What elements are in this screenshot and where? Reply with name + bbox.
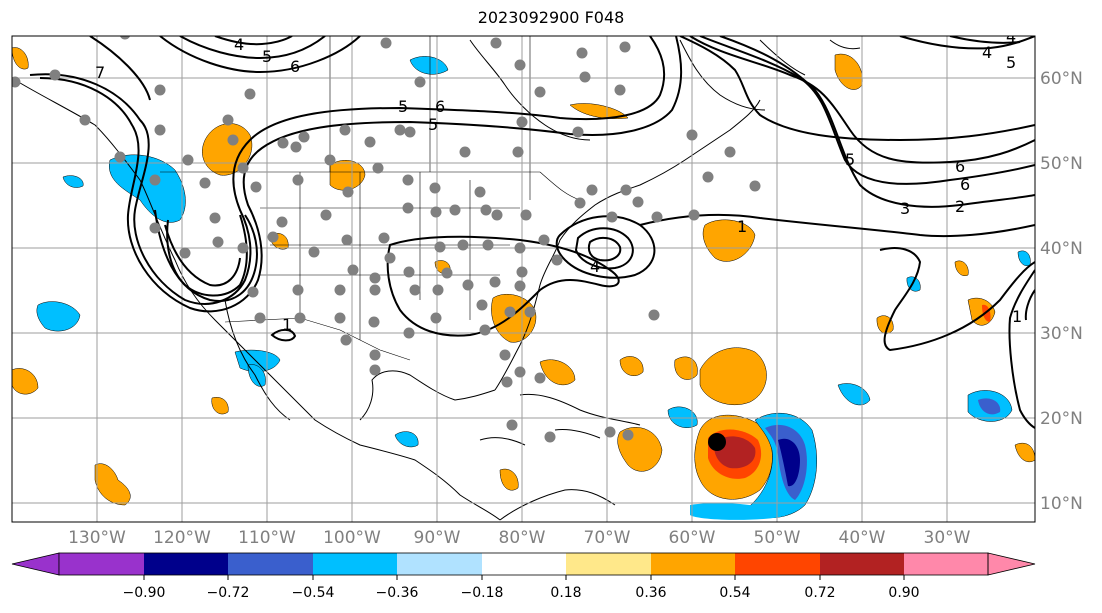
orange-region — [499, 468, 519, 491]
longitude-labels: 130°W 120°W 110°W 100°W 90°W 80°W 70°W 6… — [68, 528, 971, 548]
latitude-labels: 60°N 50°N 40°N 30°N 20°N 10°N — [1040, 69, 1083, 514]
contour-label: 4 — [234, 35, 244, 54]
cyan-region — [690, 502, 790, 520]
lon-label: 80°W — [499, 528, 546, 548]
orange-region — [211, 397, 229, 415]
colorbar-tick-label: −0.72 — [207, 585, 250, 601]
orange-region — [702, 219, 756, 262]
contour-label: 6 — [955, 157, 965, 176]
contour-label: 5 — [428, 115, 438, 134]
orange-region — [329, 160, 366, 191]
colorbar-segment — [735, 553, 820, 575]
colorbar-segment — [397, 553, 482, 575]
blue-region — [978, 398, 1001, 415]
contour-label: 5 — [262, 47, 272, 66]
contour-label: 5 — [398, 97, 408, 116]
orange-region — [491, 294, 537, 343]
gridlines — [12, 36, 1035, 522]
lon-label: 70°W — [584, 528, 631, 548]
orange-region — [1014, 442, 1035, 463]
colorbar-tick-label: −0.18 — [461, 585, 504, 601]
storm-center-marker — [708, 433, 726, 451]
colorbar-low-triangle — [11, 552, 60, 576]
contour-label: 1 — [737, 217, 747, 236]
lat-label: 40°N — [1040, 239, 1083, 259]
map-background — [12, 36, 1035, 522]
orange-region — [954, 260, 969, 276]
orange-region — [619, 356, 644, 376]
contour-label: 1 — [1012, 307, 1022, 326]
cyan-region — [394, 431, 419, 448]
colorbar-tick-label: 0.72 — [804, 585, 835, 601]
contour-label: 5 — [845, 150, 855, 169]
lat-label: 50°N — [1040, 154, 1083, 174]
lon-label: 60°W — [669, 528, 716, 548]
cyan-region — [62, 175, 84, 188]
orange-region — [12, 47, 29, 70]
colorbar-segment — [313, 553, 397, 575]
map-frame — [11, 35, 1036, 523]
cyan-region — [247, 364, 266, 387]
contour-label: 3 — [900, 199, 910, 218]
cyan-region — [36, 301, 81, 332]
contour-label: 4 — [590, 257, 600, 276]
colorbar-tick-label: −0.90 — [123, 585, 166, 601]
navy-storm-region — [778, 438, 800, 487]
colorbar-tick-label: 0.36 — [635, 585, 666, 601]
colorbar-segment — [482, 553, 566, 575]
colorbar-tick-label: −0.36 — [376, 585, 419, 601]
contour-label: 7 — [95, 63, 105, 82]
borders — [160, 36, 581, 361]
cyan-region — [409, 56, 449, 75]
lon-label: 90°W — [414, 528, 461, 548]
lon-label: 30°W — [924, 528, 971, 548]
orange-region — [539, 359, 576, 386]
colorbar-tick-label: −0.54 — [292, 585, 335, 601]
lat-label: 20°N — [1040, 409, 1083, 429]
contour-label: 4 — [982, 43, 992, 62]
lat-label: 60°N — [1040, 69, 1083, 89]
colorbar-segment — [904, 553, 988, 575]
lon-label: 100°W — [323, 528, 381, 548]
colorbar-segment — [59, 553, 144, 575]
colorbar-segment — [820, 553, 904, 575]
contour-label: 6 — [290, 57, 300, 76]
contour-label: 6 — [435, 97, 445, 116]
contour-label: 5 — [1006, 53, 1016, 72]
contour-lines — [29, 36, 1035, 429]
colorbar-segment — [228, 553, 313, 575]
colorbar-tick-label: 0.18 — [550, 585, 581, 601]
lon-label: 120°W — [153, 528, 211, 548]
lat-label: 10°N — [1040, 494, 1083, 514]
lon-label: 110°W — [238, 528, 296, 548]
cyan-region — [667, 406, 698, 428]
lon-label: 50°W — [754, 528, 801, 548]
contour-labels: 4 5 6 7 5 6 5 6 5 6 4 3 2 1 4 1 1 4 5 — [95, 27, 1022, 334]
orange-region — [12, 368, 39, 395]
orange-region — [569, 103, 629, 119]
orange-region — [699, 347, 767, 406]
colorbar-tick-label: 0.90 — [888, 585, 919, 601]
colorbar-segment — [566, 553, 651, 575]
contour-label: 6 — [960, 175, 970, 194]
contour-label: 2 — [955, 197, 965, 216]
colorbar-segment — [144, 553, 228, 575]
contour-label: 4 — [1006, 27, 1016, 46]
orange-region — [94, 463, 131, 506]
colorbar: −0.90 −0.72 −0.54 −0.36 −0.18 0.18 0.36 … — [11, 552, 1036, 601]
colorbar-segment — [651, 553, 735, 575]
contour-label: 1 — [282, 315, 292, 334]
colorbar-high-triangle — [987, 552, 1036, 576]
colorbar-tick-label: 0.54 — [719, 585, 750, 601]
lon-label: 40°W — [839, 528, 886, 548]
station-points — [12, 36, 761, 443]
lon-label: 130°W — [68, 528, 126, 548]
lat-label: 30°N — [1040, 324, 1083, 344]
map-title: 2023092900 F048 — [477, 8, 625, 27]
